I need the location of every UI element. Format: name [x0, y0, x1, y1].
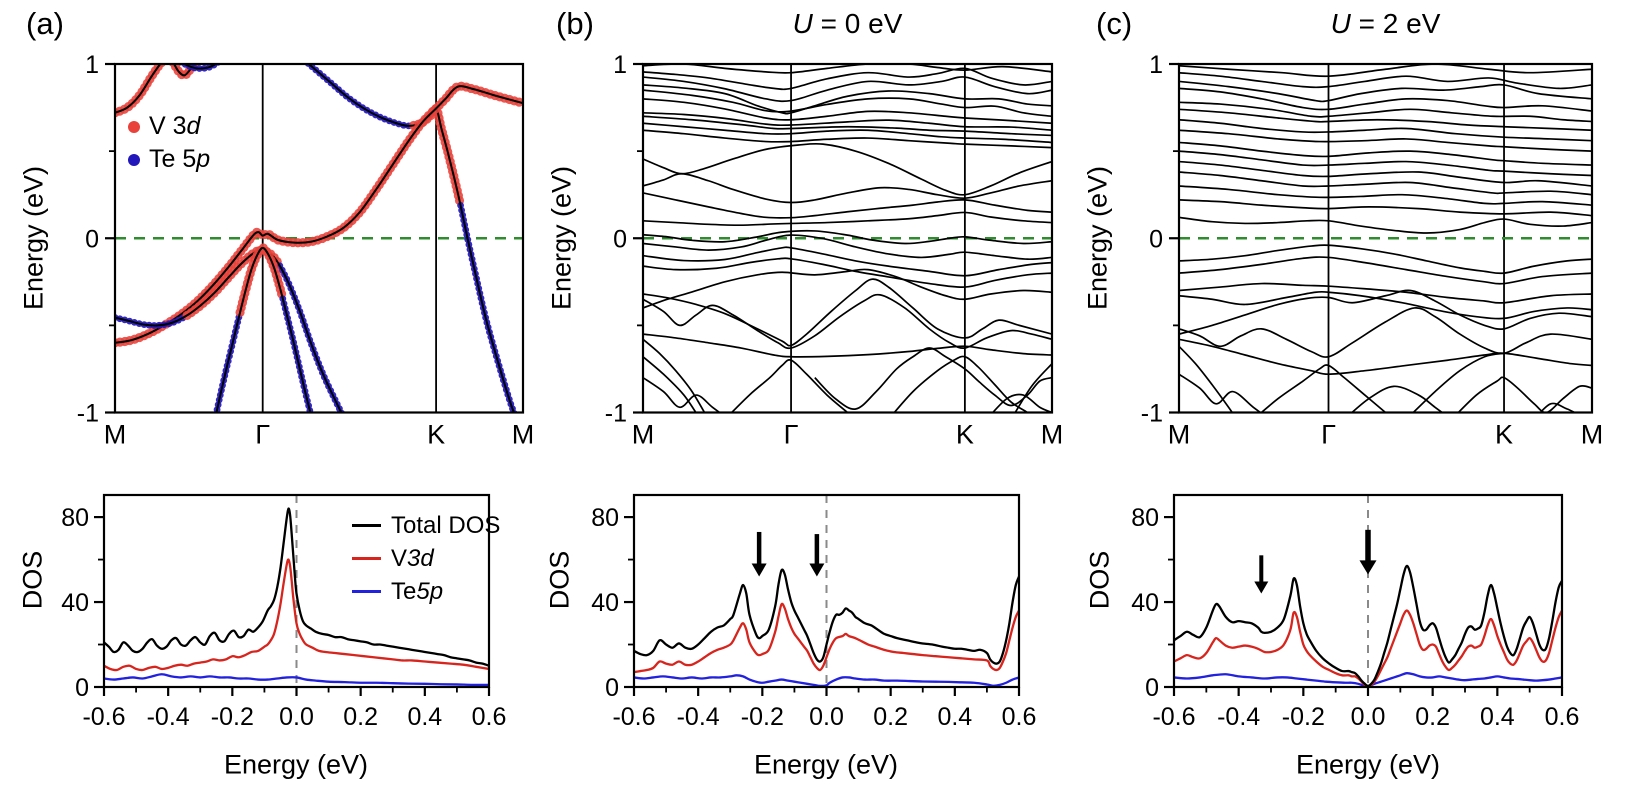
- svg-text:M: M: [1581, 420, 1604, 450]
- dos-a-xlabel: Energy (eV): [223, 749, 369, 780]
- dos-panel-a: 0 40 80 -0.6 -0.4 -0.2 0.0 0.2 0.4 0.6: [61, 493, 507, 731]
- svg-text:Γ: Γ: [1321, 420, 1336, 450]
- panel-c-title: U = 2 eV: [1179, 8, 1592, 40]
- svg-text:1: 1: [1149, 51, 1163, 79]
- dos-panel-c: 0 40 80 -0.6 -0.4 -0.2 0.0 0.2 0.4 0.6: [1131, 493, 1580, 731]
- svg-text:-0.2: -0.2: [211, 703, 254, 731]
- band-legend-v3d-label: V 3: [149, 112, 187, 140]
- total-dos-line-icon: [352, 524, 381, 527]
- svg-text:-1: -1: [1141, 400, 1163, 428]
- band-legend-v3d-it: d: [186, 112, 201, 140]
- svg-text:-0.4: -0.4: [1217, 703, 1260, 731]
- svg-text:-0.2: -0.2: [741, 703, 784, 731]
- panel-tag-b: (b): [556, 6, 594, 41]
- svg-text:0.0: 0.0: [1351, 703, 1386, 731]
- band-panel-b: 10-1M Γ K M: [605, 51, 1063, 450]
- svg-text:0: 0: [75, 674, 89, 702]
- dos-legend-v3d-label: V: [391, 544, 408, 572]
- svg-text:K: K: [427, 420, 445, 450]
- svg-text:0.4: 0.4: [407, 703, 442, 731]
- svg-text:-0.6: -0.6: [82, 703, 125, 731]
- band-a-ylabel: Energy (eV): [18, 165, 49, 311]
- svg-text:0.4: 0.4: [1480, 703, 1515, 731]
- band-panel-a: 10-1M Γ K M: [77, 51, 534, 450]
- dos-legend-te5p: Te 5p: [352, 577, 500, 606]
- band-b-ylabel: Energy (eV): [546, 165, 577, 311]
- dos-legend: Total DOS V 3d Te 5p: [352, 511, 500, 606]
- panel-b-title-rest: = 0 eV: [812, 8, 903, 39]
- svg-text:-0.2: -0.2: [1282, 703, 1325, 731]
- v3d-marker-icon: [128, 120, 140, 133]
- te5p-marker-icon: [128, 153, 140, 166]
- svg-text:0: 0: [1145, 674, 1159, 702]
- svg-text:0: 0: [85, 225, 99, 253]
- svg-text:M: M: [1168, 420, 1191, 450]
- svg-text:0.2: 0.2: [343, 703, 378, 731]
- svg-text:M: M: [632, 420, 655, 450]
- dos-legend-v3d-it: 3d: [407, 544, 434, 572]
- band-c-ylabel: Energy (eV): [1082, 165, 1113, 311]
- svg-text:0.0: 0.0: [279, 703, 314, 731]
- svg-text:0: 0: [613, 225, 627, 253]
- svg-text:40: 40: [1131, 589, 1159, 617]
- svg-text:-0.4: -0.4: [147, 703, 190, 731]
- panel-tag-a: (a): [26, 6, 64, 41]
- svg-text:80: 80: [591, 504, 619, 532]
- band-legend-te5p-label: Te 5: [149, 145, 197, 173]
- dos-legend-te5p-label: Te: [391, 577, 417, 605]
- svg-text:-0.6: -0.6: [1152, 703, 1195, 731]
- panel-c-title-rest: = 2 eV: [1350, 8, 1441, 39]
- svg-text:0: 0: [1149, 225, 1163, 253]
- svg-text:0: 0: [605, 674, 619, 702]
- band-legend-te5p-it: p: [196, 145, 211, 173]
- svg-text:1: 1: [85, 51, 99, 79]
- svg-text:80: 80: [61, 504, 89, 532]
- svg-text:40: 40: [591, 589, 619, 617]
- svg-text:40: 40: [61, 589, 89, 617]
- svg-text:-0.4: -0.4: [677, 703, 720, 731]
- svg-text:K: K: [956, 420, 974, 450]
- svg-text:0.6: 0.6: [1545, 703, 1580, 731]
- svg-text:M: M: [104, 420, 127, 450]
- dos-legend-total-label: Total DOS: [391, 511, 501, 539]
- dos-a-ylabel: DOS: [17, 550, 48, 610]
- svg-text:1: 1: [613, 51, 627, 79]
- panel-c-title-U: U: [1330, 8, 1351, 39]
- svg-text:-0.6: -0.6: [612, 703, 655, 731]
- svg-text:K: K: [1495, 420, 1513, 450]
- panel-b-title-U: U: [792, 8, 813, 39]
- svg-text:0.4: 0.4: [937, 703, 972, 731]
- dos-c-ylabel: DOS: [1084, 550, 1115, 610]
- svg-text:80: 80: [1131, 504, 1159, 532]
- dos-c-xlabel: Energy (eV): [1295, 749, 1441, 780]
- svg-text:0.6: 0.6: [1002, 703, 1037, 731]
- v3d-line-icon: [352, 557, 381, 560]
- panel-tag-c: (c): [1096, 6, 1133, 41]
- svg-text:0.2: 0.2: [873, 703, 908, 731]
- svg-text:-1: -1: [77, 400, 99, 428]
- dos-b-ylabel: DOS: [544, 550, 575, 610]
- te5p-line-icon: [352, 590, 381, 593]
- dos-panel-b: 0 40 80 -0.6 -0.4 -0.2 0.0 0.2 0.4 0.6: [591, 493, 1037, 731]
- dos-legend-te5p-it: 5p: [416, 577, 444, 605]
- panel-b-title: U = 0 eV: [643, 8, 1052, 40]
- svg-text:0.0: 0.0: [809, 703, 844, 731]
- svg-text:M: M: [1041, 420, 1064, 450]
- dos-legend-v3d: V 3d: [352, 544, 500, 573]
- svg-text:Γ: Γ: [784, 420, 799, 450]
- svg-text:-1: -1: [605, 400, 627, 428]
- svg-text:0.2: 0.2: [1415, 703, 1450, 731]
- svg-text:0.6: 0.6: [472, 703, 507, 731]
- dos-legend-total: Total DOS: [352, 511, 500, 540]
- svg-text:Γ: Γ: [255, 420, 270, 450]
- svg-text:M: M: [512, 420, 535, 450]
- dos-b-xlabel: Energy (eV): [753, 749, 899, 780]
- band-panel-c: 10-1M Γ K M: [1141, 51, 1603, 450]
